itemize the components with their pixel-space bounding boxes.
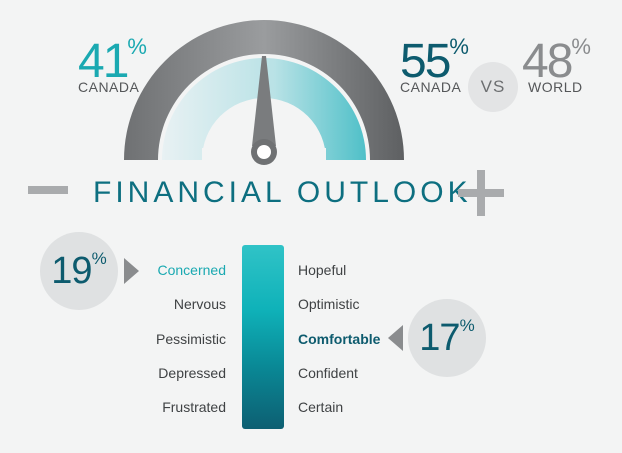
scale-word-right: Comfortable — [298, 331, 381, 347]
vs-badge: VS — [468, 62, 518, 112]
scale-word-left: Depressed — [158, 365, 226, 381]
callout-left-arrow-icon — [124, 258, 139, 284]
stat-canada-value: 55% — [400, 34, 469, 88]
gauge-outer-arc — [124, 20, 404, 160]
plus-icon — [458, 170, 504, 216]
scale-word-right: Optimistic — [298, 296, 360, 312]
scale-word-left: Pessimistic — [155, 331, 226, 347]
callout-left-circle: 19% — [40, 232, 118, 310]
scale-word-left: Nervous — [173, 296, 226, 312]
page-title: FINANCIAL OUTLOOK — [93, 176, 472, 209]
stat-left-value: 41% — [78, 34, 147, 88]
callout-right-value: 17% — [419, 316, 475, 359]
vs-label: VS — [480, 77, 506, 96]
callout-left-value: 19% — [51, 249, 107, 292]
scale-word-right: Hopeful — [298, 262, 347, 278]
scale-word-left: Frustrated — [162, 399, 226, 415]
outlook-gauge — [124, 20, 404, 165]
stat-world-value: 48% — [522, 34, 591, 88]
scale-word-left: Concerned — [157, 262, 227, 278]
gauge-pivot — [257, 145, 271, 159]
gauge-inner-fill — [162, 58, 366, 160]
scale-word-right: Certain — [298, 399, 344, 415]
stat-canada-label: CANADA — [400, 79, 462, 95]
minus-icon — [28, 186, 68, 194]
callout-right-circle: 17% — [408, 299, 486, 377]
scale-word-right: Confident — [298, 365, 358, 381]
stat-left-label: CANADA — [78, 79, 140, 95]
callout-right-arrow-icon — [388, 325, 403, 351]
stat-world-label: WORLD — [528, 79, 583, 95]
gauge-needle — [252, 56, 276, 146]
outlook-scale-bar — [242, 245, 284, 429]
